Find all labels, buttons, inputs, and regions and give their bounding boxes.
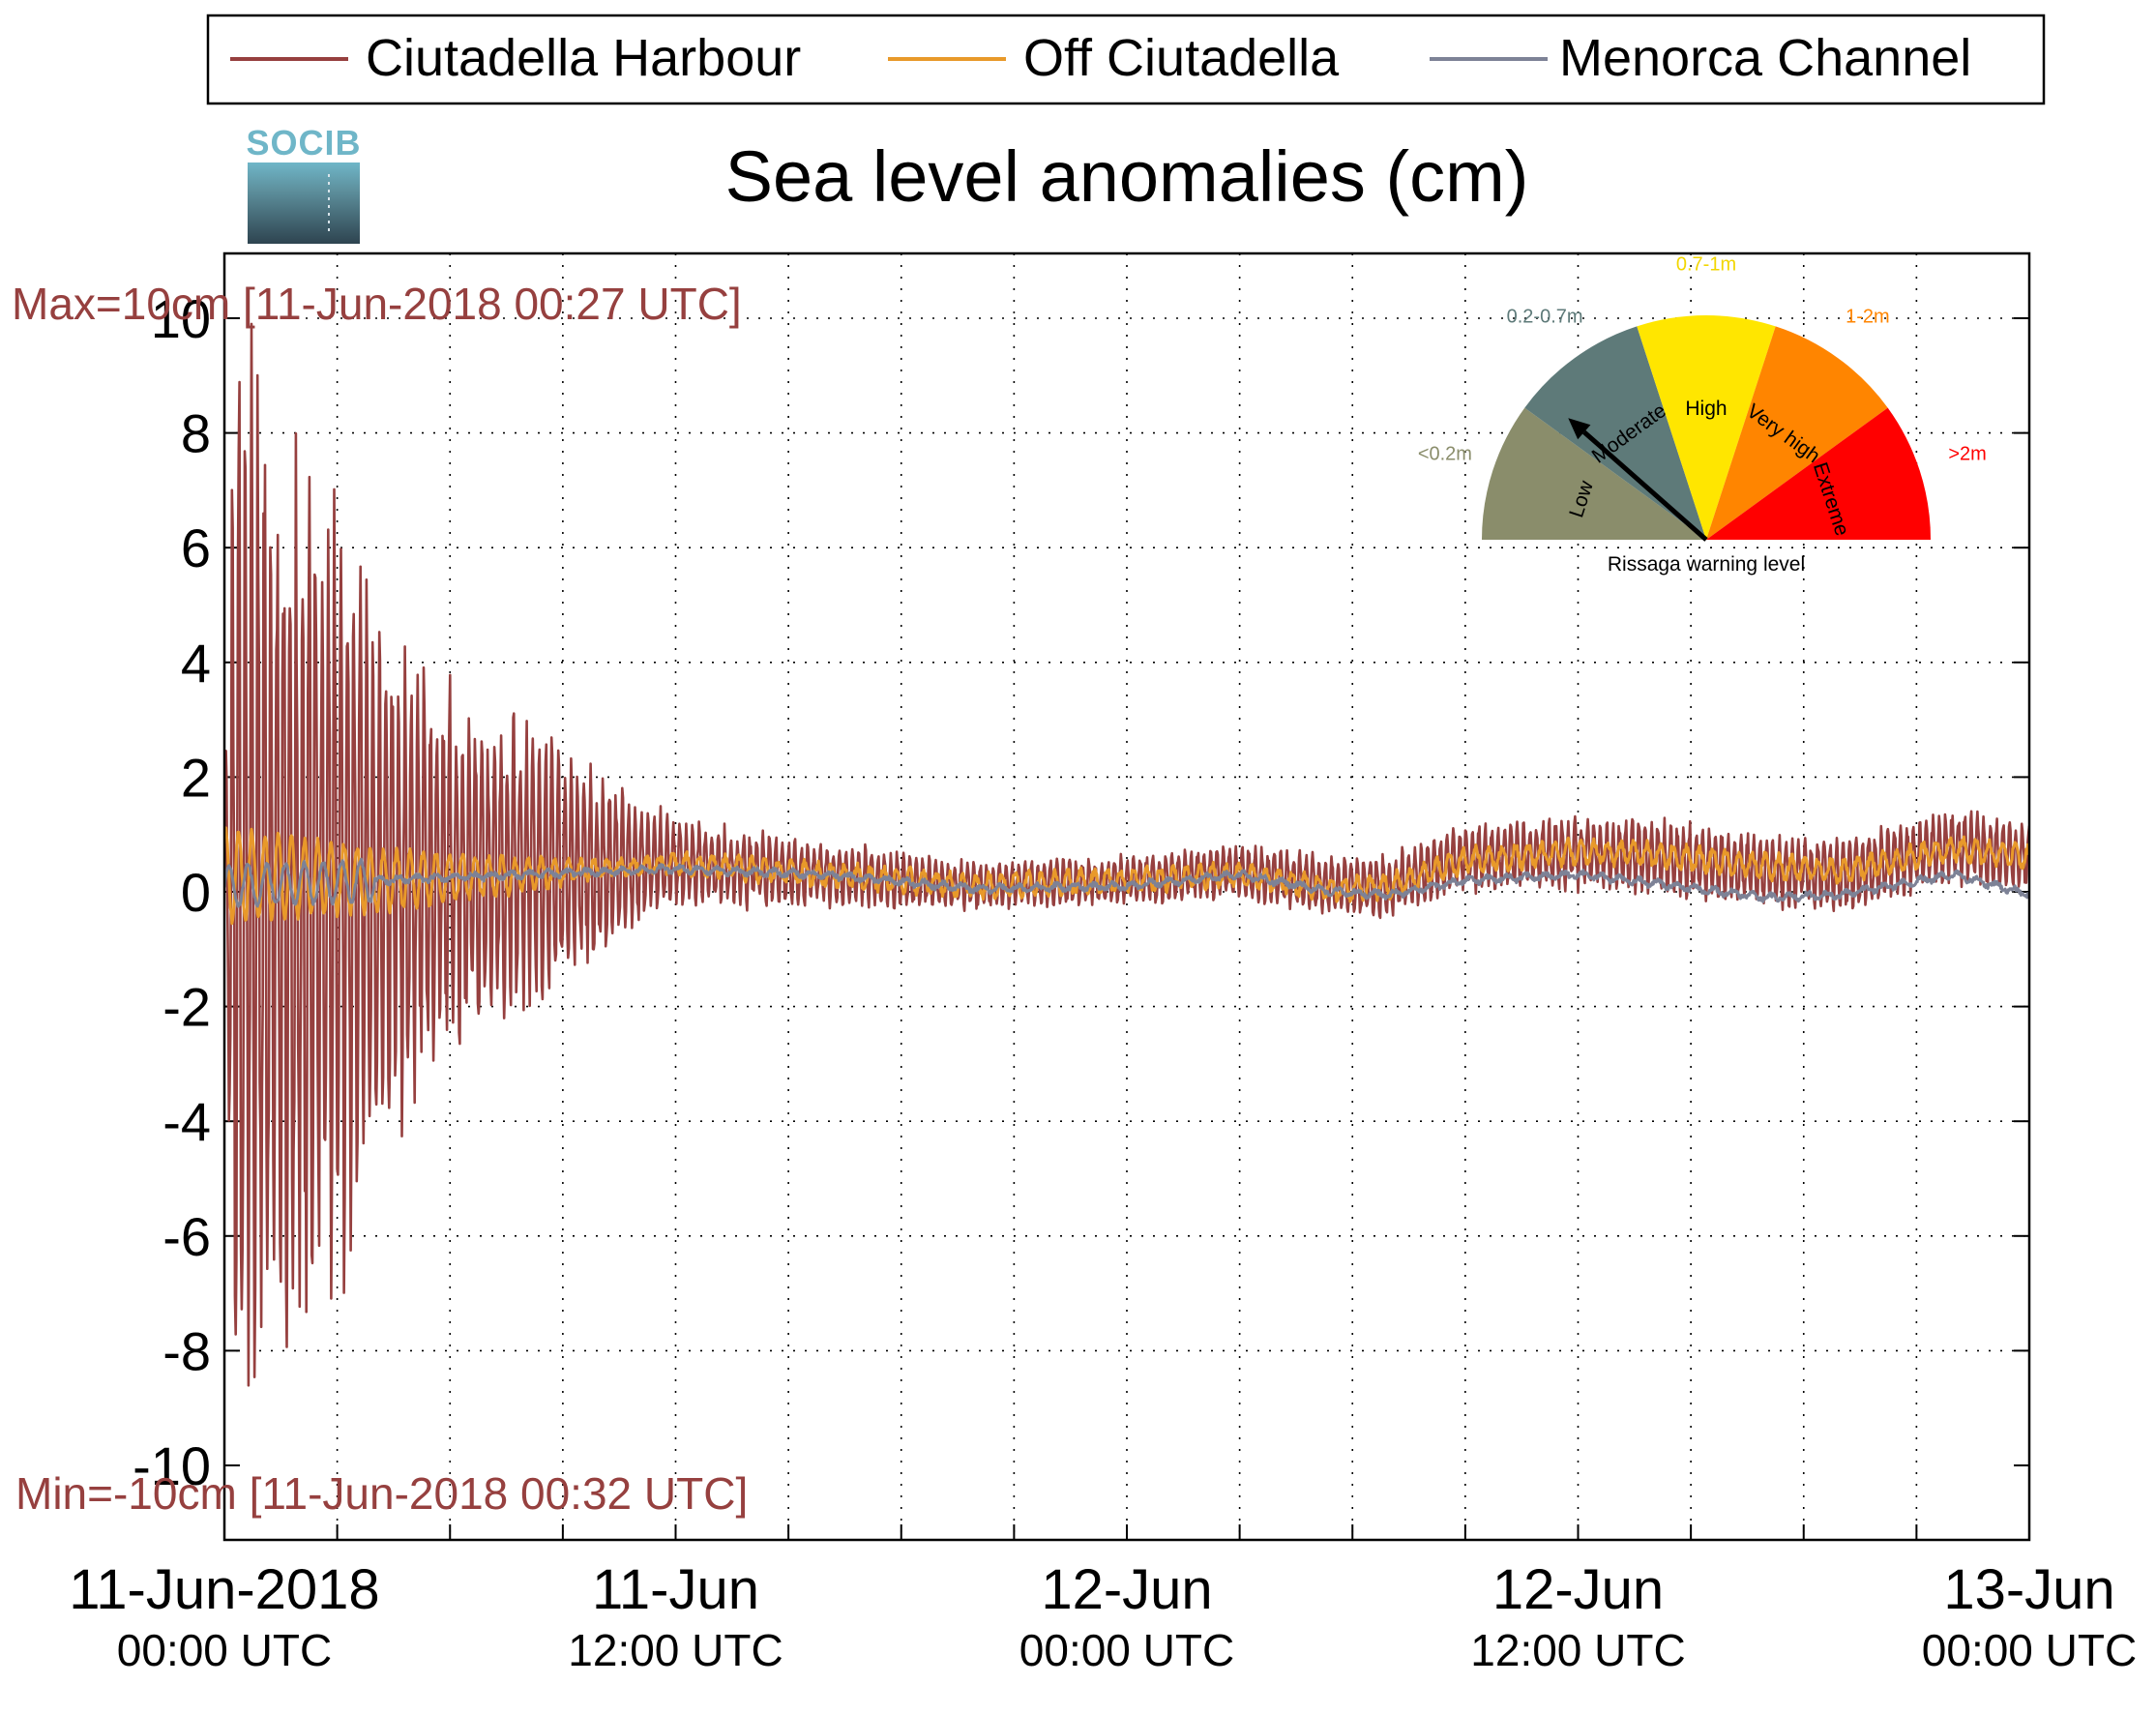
x-tick-label: 12-Jun <box>1492 1558 1664 1621</box>
gauge-segment <box>1706 326 1888 540</box>
y-tick-label: -4 <box>162 1091 211 1152</box>
gauge-range-label: >2m <box>1948 443 1986 464</box>
gauge-caption: Rissaga warning level <box>1608 553 1805 576</box>
y-tick-label: 10 <box>151 288 211 349</box>
plot-frame <box>222 251 2031 1542</box>
y-tick-label: -8 <box>162 1320 211 1381</box>
x-tick-label: 11-Jun <box>592 1558 759 1621</box>
y-tick-label: 0 <box>181 862 211 923</box>
y-tick-label: 2 <box>181 747 211 808</box>
gauge-level-name: High <box>1685 398 1727 420</box>
gauge-segment <box>1482 407 1706 540</box>
x-tick-label: 11-Jun-2018 <box>69 1558 379 1621</box>
max-annotation: Max=10cm [11-Jun-2018 00:27 UTC] <box>12 279 742 329</box>
gauge-needle-head <box>1568 418 1591 440</box>
gauge-range-label: 0.2-0.7m <box>1507 306 1583 327</box>
x-tick-label: 12-Jun <box>1041 1558 1212 1621</box>
chart-title: Sea level anomalies (cm) <box>725 136 1529 217</box>
y-tick-label: 6 <box>181 517 211 578</box>
legend-label-channel: Menorca Channel <box>1559 29 1971 87</box>
gauge-range-label: <0.2m <box>1418 443 1472 464</box>
x-tick-sublabel: 00:00 UTC <box>117 1625 332 1675</box>
gauge-range-label: 0.7-1m <box>1676 253 1736 275</box>
gauge-segment <box>1637 315 1776 540</box>
y-tick-label: 8 <box>181 403 211 464</box>
x-tick-sublabel: 00:00 UTC <box>1922 1625 2137 1675</box>
legend-box <box>206 14 2046 105</box>
series-line-menorca-channel <box>224 857 2029 908</box>
y-tick-label: -10 <box>133 1435 211 1496</box>
gauge-segment <box>1706 407 1931 540</box>
gauge-segment <box>1524 326 1706 540</box>
legend-label-harbour: Ciutadella Harbour <box>366 29 801 87</box>
x-tick-sublabel: 00:00 UTC <box>1019 1625 1234 1675</box>
series-line-harbour <box>224 322 2029 1387</box>
logo-text: SOCIB <box>246 123 361 163</box>
min-annotation: Min=-10cm [11-Jun-2018 00:32 UTC] <box>15 1468 748 1519</box>
y-tick-labels: -10 -8 -6 -4 -2 0 2 4 6 8 10 <box>133 288 211 1496</box>
legend: Ciutadella Harbour Off Ciutadella Menorc… <box>206 14 2046 105</box>
y-tick-label: 4 <box>181 633 211 694</box>
y-tick-label: -6 <box>162 1206 211 1267</box>
x-tick-sublabel: 12:00 UTC <box>568 1625 783 1675</box>
gauge-range-label: 1-2m <box>1846 306 1890 327</box>
y-tick-label: -2 <box>162 977 211 1038</box>
gauge-needle <box>1582 429 1708 542</box>
x-tick-sublabel: 12:00 UTC <box>1470 1625 1685 1675</box>
legend-label-off: Off Ciutadella <box>1023 29 1340 87</box>
socib-logo: SOCIB <box>246 123 361 244</box>
x-tick-label: 13-Jun <box>1943 1558 2114 1621</box>
